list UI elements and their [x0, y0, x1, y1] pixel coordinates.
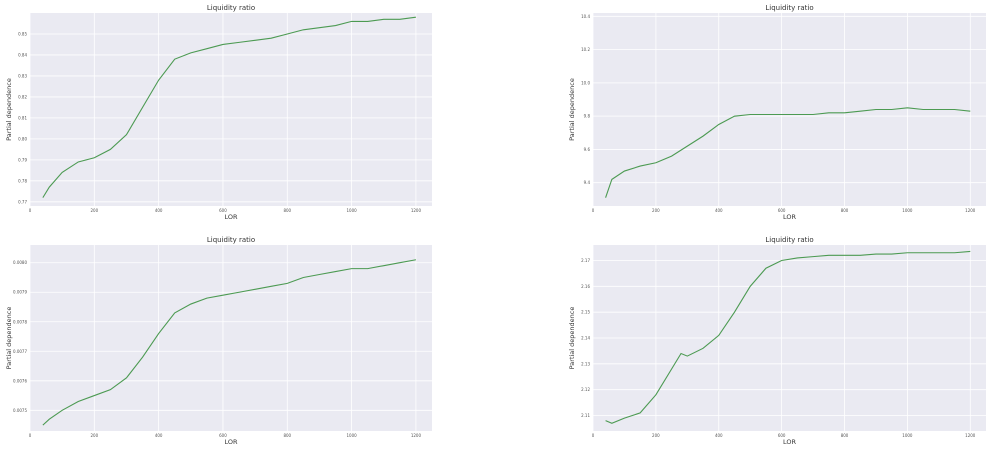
x-tick-label: 200: [652, 433, 660, 438]
chart-title: Liquidity ratio: [765, 236, 813, 244]
y-tick-label: 9.8: [584, 114, 591, 119]
x-tick-label: 1200: [411, 433, 422, 438]
y-tick-label: 0.83: [18, 73, 27, 78]
y-tick-label: 9.4: [584, 180, 591, 185]
y-tick-label: 0.82: [18, 94, 27, 99]
y-tick-label: 2.14: [581, 336, 590, 341]
y-tick-label: 0.80: [18, 136, 27, 141]
partial-dependence-line: [42, 259, 417, 426]
x-tick-label: 0: [592, 433, 595, 438]
x-axis-label: LOR: [224, 438, 238, 446]
x-tick-label: 600: [778, 433, 786, 438]
y-axis-label: Partial dependence: [5, 78, 13, 141]
chart-title: Liquidity ratio: [207, 236, 255, 244]
y-tick-label: 10.4: [581, 14, 590, 19]
x-tick-label: 800: [283, 208, 291, 213]
y-tick-label: 0.0080: [13, 260, 27, 265]
x-tick-label: 1200: [965, 208, 976, 213]
y-tick-label: 2.16: [581, 284, 590, 289]
chart-panel-3: 0 200 400 600 800 1000 1200 0.0075 0.0076 0.0077 0…: [5, 236, 432, 446]
y-tick-label: 2.12: [581, 387, 590, 392]
x-tick-label: 1000: [902, 208, 913, 213]
x-tick-label: 0: [29, 208, 32, 213]
x-tick-label: 800: [283, 433, 291, 438]
y-tick-label: 2.15: [581, 310, 590, 315]
x-tick-label: 0: [592, 208, 595, 213]
x-tick-label: 400: [155, 433, 163, 438]
plot-area: [30, 245, 432, 431]
partial-dependence-line: [605, 107, 971, 198]
x-tick-label: 600: [219, 433, 227, 438]
y-tick-label: 0.77: [18, 199, 27, 204]
y-tick-label: 2.11: [581, 413, 590, 418]
x-tick-label: 600: [778, 208, 786, 213]
x-tick-label: 400: [715, 208, 723, 213]
x-tick-label: 800: [841, 208, 849, 213]
partial-dependence-line: [605, 250, 971, 424]
y-tick-label: 0.78: [18, 178, 27, 183]
y-tick-label: 0.0078: [13, 319, 27, 324]
x-tick-label: 0: [29, 433, 32, 438]
y-tick-label: 0.84: [18, 52, 27, 57]
x-tick-label: 1200: [965, 433, 976, 438]
chart-title: Liquidity ratio: [765, 4, 813, 12]
x-tick-label: 600: [219, 208, 227, 213]
x-tick-label: 400: [155, 208, 163, 213]
x-tick-label: 1000: [902, 433, 913, 438]
x-tick-label: 1200: [411, 208, 422, 213]
y-tick-label: 9.6: [584, 147, 591, 152]
y-tick-label: 10.2: [581, 47, 590, 52]
y-tick-label: 2.13: [581, 361, 590, 366]
x-tick-label: 400: [715, 433, 723, 438]
x-tick-label: 200: [90, 433, 98, 438]
y-tick-label: 0.79: [18, 157, 27, 162]
y-axis-label: Partial dependence: [5, 307, 13, 370]
x-axis-label: LOR: [224, 213, 238, 221]
y-tick-label: 0.81: [18, 115, 27, 120]
chart-panel-2: 0 200 400 600 800 1000 1200 9.4 9.6 9.8 10.0 10.2 10…: [568, 4, 986, 221]
y-tick-label: 0.0076: [13, 378, 27, 383]
x-tick-label: 200: [90, 208, 98, 213]
y-axis-label: Partial dependence: [568, 307, 576, 370]
x-tick-label: 800: [841, 433, 849, 438]
y-tick-label: 0.0079: [13, 290, 27, 295]
y-tick-label: 0.85: [18, 31, 27, 36]
x-axis-label: LOR: [783, 213, 797, 221]
x-axis-label: LOR: [783, 438, 797, 446]
x-tick-label: 1000: [347, 208, 358, 213]
y-tick-label: 10.0: [581, 80, 590, 85]
chart-panel-4: 0 200 400 600 800 1000 1200 2.11 2.12 2.13 2.14 2.1…: [568, 236, 986, 446]
chart-title: Liquidity ratio: [207, 4, 255, 12]
y-tick-label: 0.0075: [13, 408, 27, 413]
partial-dependence-line: [42, 16, 416, 198]
chart-panel-1: 0 200 400 600 800 1000 1200 0.77 0.78 0.79 0.80 0.8…: [5, 4, 432, 221]
x-tick-label: 1000: [347, 433, 358, 438]
y-axis-label: Partial dependence: [568, 78, 576, 141]
y-tick-label: 2.17: [581, 258, 590, 263]
x-tick-label: 200: [652, 208, 660, 213]
y-tick-label: 0.0077: [13, 349, 27, 354]
plot-area: [30, 13, 432, 206]
